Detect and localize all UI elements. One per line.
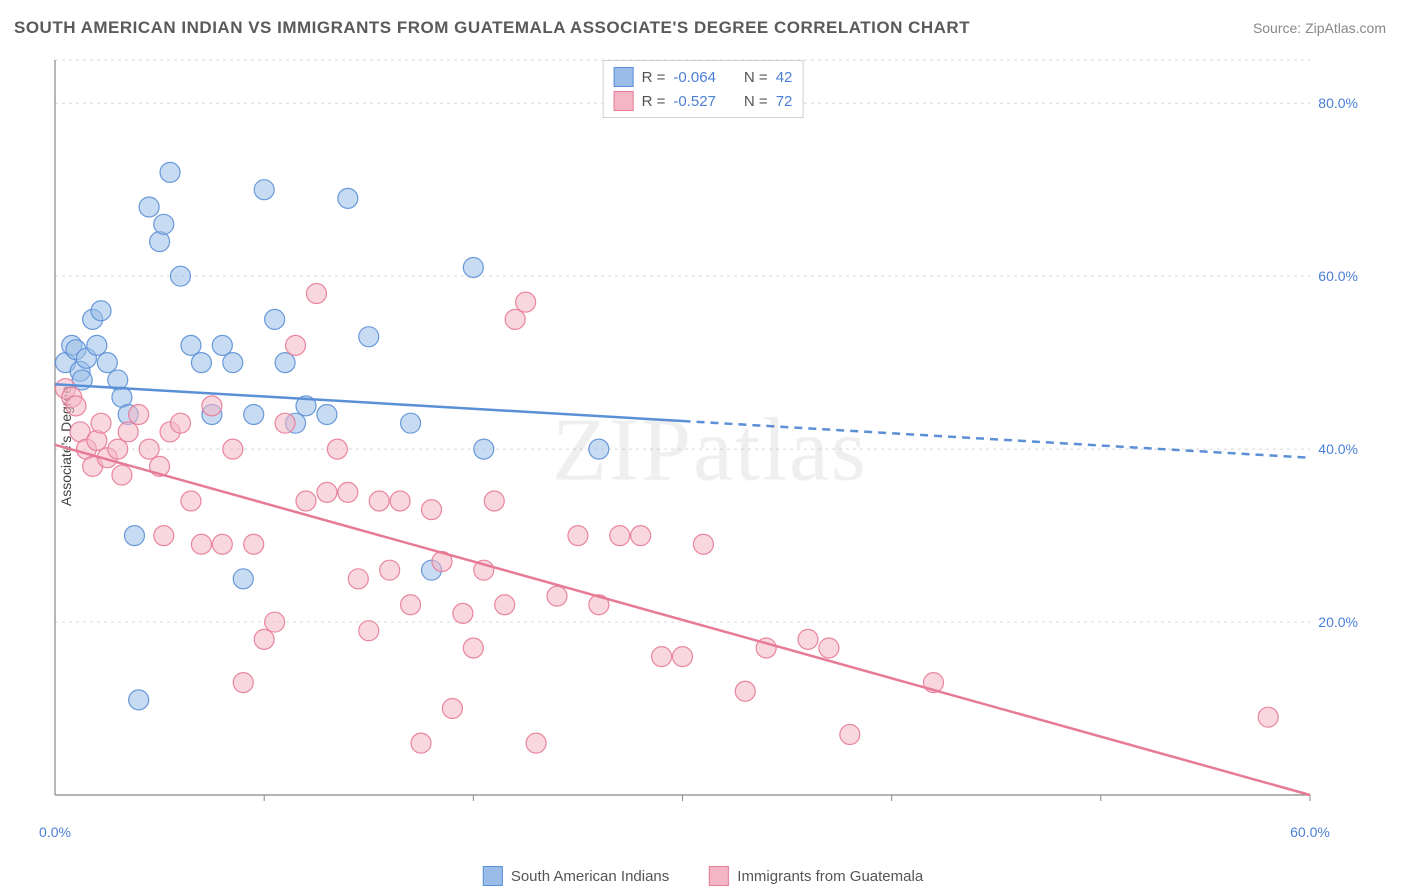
chart-title: SOUTH AMERICAN INDIAN VS IMMIGRANTS FROM… (14, 18, 970, 38)
series-1-r-value: -0.064 (673, 69, 716, 86)
series-legend: South American Indians Immigrants from G… (483, 866, 923, 886)
y-tick-label: 80.0% (1318, 95, 1358, 111)
legend-item-series-1: South American Indians (483, 866, 669, 886)
scatter-chart (50, 55, 1350, 825)
series-1-name: South American Indians (511, 868, 669, 885)
series-2-n-value: 72 (776, 93, 793, 110)
source-attribution: Source: ZipAtlas.com (1253, 20, 1386, 36)
legend-item-series-2: Immigrants from Guatemala (709, 866, 923, 886)
series-2-swatch (709, 866, 729, 886)
n-label: N = (744, 93, 768, 110)
correlation-legend: R = -0.064 N = 42 R = -0.527 N = 72 (603, 60, 804, 118)
series-2-name: Immigrants from Guatemala (737, 868, 923, 885)
n-label: N = (744, 69, 768, 86)
y-tick-label: 60.0% (1318, 268, 1358, 284)
x-tick-label: 60.0% (1290, 824, 1330, 840)
chart-area: ZIPatlas 20.0%40.0%60.0%80.0% 0.0%60.0% (50, 55, 1370, 845)
series-2-swatch (614, 91, 634, 111)
series-1-swatch (483, 866, 503, 886)
series-1-n-value: 42 (776, 69, 793, 86)
x-tick-label: 0.0% (39, 824, 71, 840)
chart-container: SOUTH AMERICAN INDIAN VS IMMIGRANTS FROM… (0, 0, 1406, 892)
y-tick-label: 40.0% (1318, 441, 1358, 457)
r-label: R = (642, 93, 666, 110)
series-1-swatch (614, 67, 634, 87)
legend-row-series-1: R = -0.064 N = 42 (614, 65, 793, 89)
legend-row-series-2: R = -0.527 N = 72 (614, 89, 793, 113)
series-2-r-value: -0.527 (673, 93, 716, 110)
r-label: R = (642, 69, 666, 86)
y-tick-label: 20.0% (1318, 614, 1358, 630)
